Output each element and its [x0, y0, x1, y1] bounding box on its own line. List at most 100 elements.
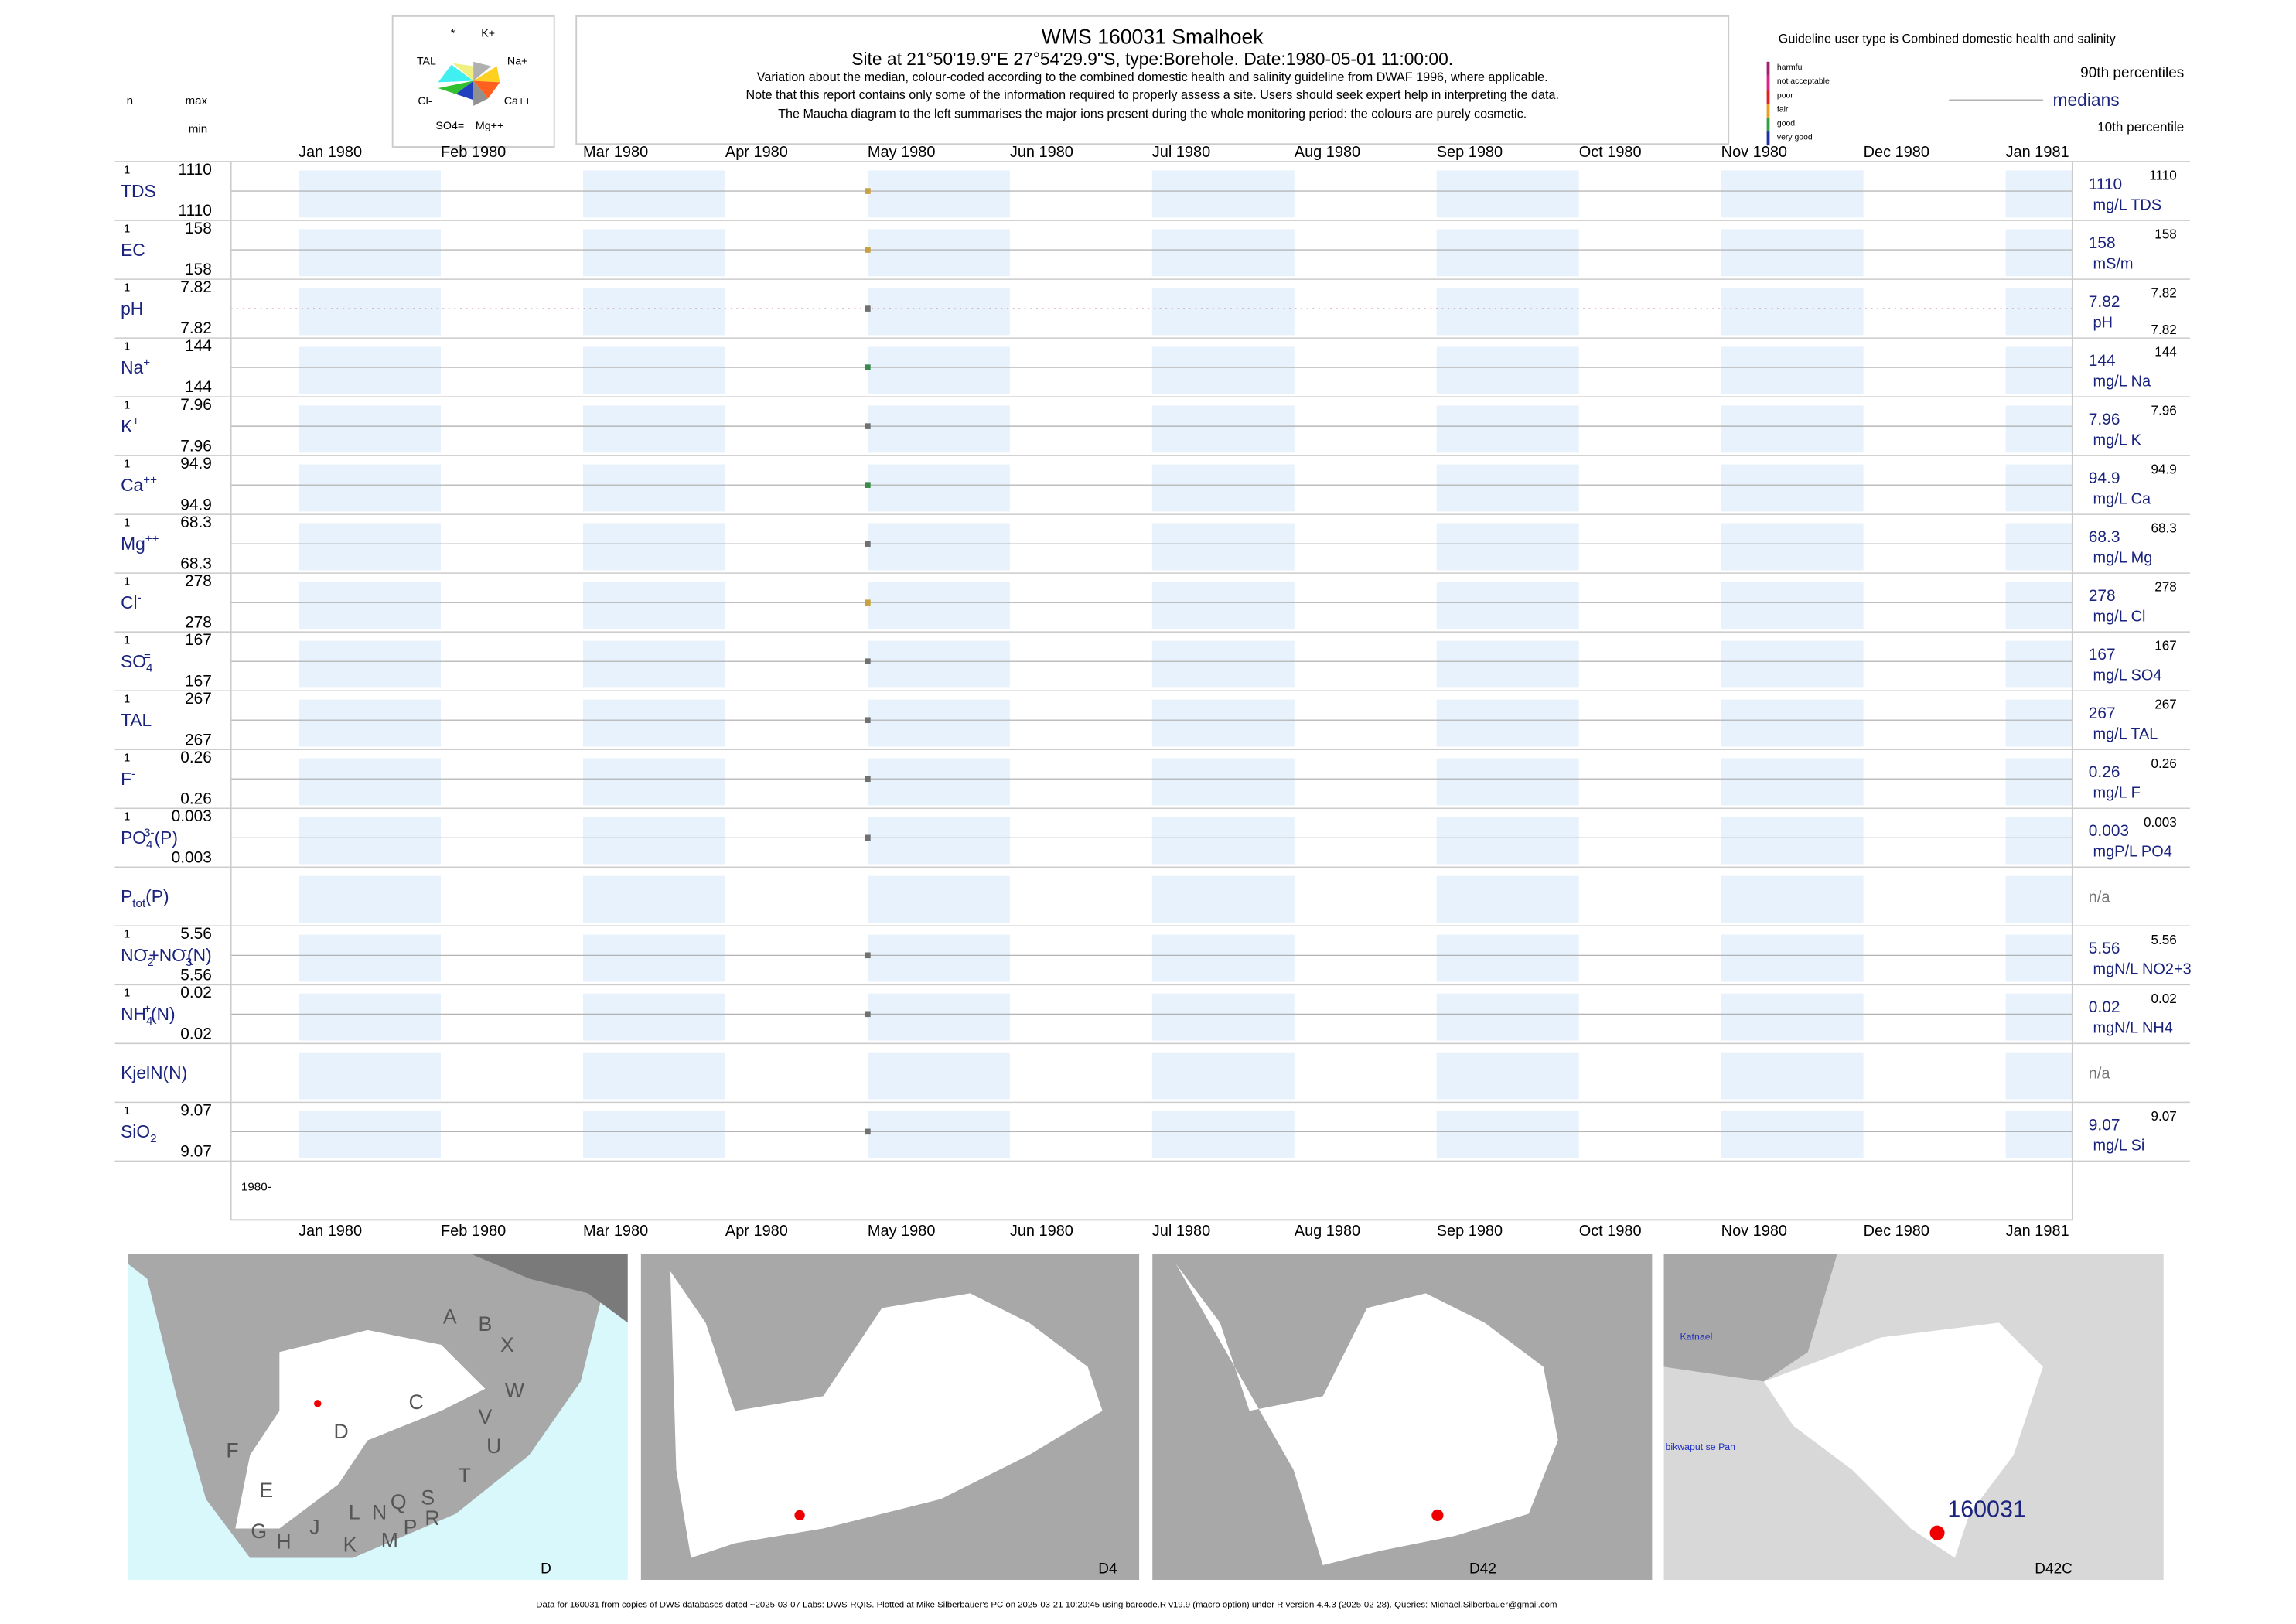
row-label: PO43-(P): [121, 827, 178, 851]
month-band: [2005, 875, 2073, 923]
region-label: R: [425, 1506, 439, 1530]
label-part: +: [132, 415, 139, 428]
panel-label: D: [541, 1561, 551, 1578]
month-label: Jan 1981: [2006, 1223, 2069, 1240]
month-band: [1436, 464, 1579, 512]
place-label: Katnael: [1680, 1332, 1712, 1343]
label-part: NH: [121, 1004, 146, 1024]
month-label: Feb 1980: [441, 144, 506, 161]
unit: pH: [2093, 314, 2113, 331]
region-label: H: [276, 1530, 291, 1554]
sample-point: [865, 423, 871, 429]
n-count: 1: [124, 693, 130, 706]
month-band: [867, 1111, 1010, 1158]
note: The Maucha diagram to the left summarise…: [778, 107, 1527, 121]
month-band: [1721, 1052, 1864, 1100]
month-band: [867, 170, 1010, 218]
month-band: [2005, 523, 2073, 571]
maucha-petal: [473, 80, 500, 99]
month-band: [1721, 1111, 1864, 1158]
label-part: EC: [121, 240, 145, 260]
legend-class: not acceptable: [1777, 77, 1830, 86]
month-band: [1721, 817, 1864, 865]
row-label: F-: [121, 768, 135, 790]
month-band: [1151, 346, 1295, 394]
max-value: 278: [185, 572, 212, 590]
p90-value: 68.3: [2151, 521, 2177, 536]
row-label: TAL: [121, 710, 152, 730]
month-label: Jul 1980: [1152, 1223, 1210, 1240]
month-band: [1721, 229, 1864, 277]
month-band: [299, 817, 442, 865]
label-part: (N): [187, 945, 212, 965]
maucha-label: TAL: [417, 56, 436, 68]
month-band: [1721, 582, 1864, 629]
month-label: Dec 1980: [1864, 1223, 1929, 1240]
month-label: Feb 1980: [441, 1223, 506, 1240]
month-band: [299, 523, 442, 571]
month-band: [1436, 640, 1579, 688]
label-part: PO: [121, 827, 146, 848]
max-value: 7.96: [180, 396, 212, 414]
unit: mg/L TDS: [2093, 196, 2161, 213]
max-value: 5.56: [180, 925, 212, 943]
min-value: 7.96: [180, 437, 212, 455]
region-label: F: [226, 1439, 238, 1462]
month-label: Jun 1980: [1010, 1223, 1073, 1240]
unit: mg/L Ca: [2093, 490, 2151, 507]
p90-value: 158: [2154, 227, 2177, 242]
label-part: KjelN(N): [121, 1063, 187, 1083]
maucha-petal: [438, 80, 474, 94]
month-band: [1721, 640, 1864, 688]
legend-swatch: [1766, 118, 1770, 132]
sample-point: [865, 776, 871, 783]
max-value: 167: [185, 631, 212, 649]
legend-class: very good: [1777, 133, 1813, 142]
label-part: 3-: [144, 827, 155, 840]
n-count: 1: [124, 928, 130, 941]
panel-label: D42: [1469, 1561, 1496, 1578]
unit: mg/L Mg: [2093, 549, 2152, 566]
month-band: [582, 464, 725, 512]
p90-value: 144: [2154, 345, 2177, 360]
row-label: EC: [121, 240, 145, 260]
month-band: [582, 346, 725, 394]
month-band: [582, 993, 725, 1041]
note: Note that this report contains only some…: [745, 88, 1559, 102]
label-part: TAL: [121, 710, 152, 730]
n-count: 1: [124, 340, 130, 353]
p90-value: 9.07: [2151, 1109, 2177, 1124]
panel-label: D42C: [2035, 1561, 2073, 1578]
label-part: Na: [121, 357, 143, 377]
month-label: May 1980: [868, 1223, 936, 1240]
sample-point: [865, 834, 871, 841]
legend-swatch: [1766, 103, 1770, 118]
month-band: [299, 582, 442, 629]
month-band: [1721, 405, 1864, 453]
p90-value: 278: [2154, 580, 2177, 595]
legend-swatch: [1766, 131, 1770, 146]
region-label: D: [334, 1420, 349, 1443]
min-value: 0.26: [180, 790, 212, 807]
min-value: 68.3: [180, 554, 212, 572]
month-band: [1721, 699, 1864, 747]
median-value: 9.07: [2089, 1116, 2120, 1134]
month-band: [1436, 523, 1579, 571]
region-label: N: [372, 1500, 387, 1523]
min-value: 0.02: [180, 1025, 212, 1042]
label-part: 4: [146, 662, 152, 675]
row-label: K+: [121, 415, 139, 436]
month-band: [1436, 170, 1579, 218]
month-band: [867, 875, 1010, 923]
label-part: -: [183, 944, 187, 957]
row-label: NH4+(N): [121, 1003, 176, 1028]
median-value: 0.26: [2089, 763, 2120, 781]
row-label: TDS: [121, 181, 156, 201]
note: Variation about the median, colour-coded…: [757, 70, 1548, 84]
row-label: Ca++: [121, 473, 157, 495]
month-band: [1151, 817, 1295, 865]
legend-class: poor: [1777, 91, 1793, 100]
p90-value: 94.9: [2151, 462, 2177, 477]
month-band: [582, 523, 725, 571]
